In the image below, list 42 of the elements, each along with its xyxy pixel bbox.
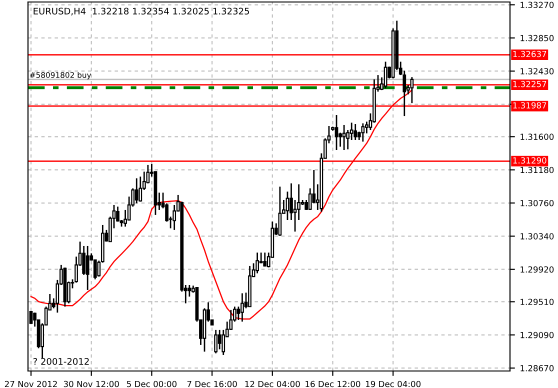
candlestick xyxy=(278,186,282,237)
candlestick xyxy=(286,190,290,221)
y-tick-label: 1.31180 xyxy=(520,166,554,174)
y-tick-label: 1.33270 xyxy=(520,2,554,8)
candlestick xyxy=(172,204,176,231)
candlestick xyxy=(93,259,97,280)
candlestick xyxy=(334,114,338,151)
y-tick-label: 1.30340 xyxy=(520,233,554,240)
candlestick xyxy=(240,292,244,322)
candlestick xyxy=(354,123,358,141)
y-tick-label: 1.29920 xyxy=(520,266,554,273)
y-tick-label: 1.29510 xyxy=(520,298,554,306)
candlestick xyxy=(188,284,192,298)
candlestick xyxy=(86,245,90,291)
candlestick xyxy=(138,176,142,202)
candlestick xyxy=(263,252,267,268)
y-tick-label: 1.31600 xyxy=(520,134,554,140)
candlestick xyxy=(134,178,138,204)
x-tick-label: 30 Nov 12:00 xyxy=(64,380,119,388)
x-tick-label: 5 Dec 00:00 xyxy=(126,380,177,388)
candlestick xyxy=(214,329,218,354)
ref-line-label: 1.31987 xyxy=(513,102,546,109)
x-tick-label: 16 Dec 12:00 xyxy=(306,380,360,388)
x-tick-label: 12 Dec 04:00 xyxy=(245,380,300,388)
annotation: ? 2001-2012 xyxy=(33,358,89,365)
x-tick-label: 19 Dec 04:00 xyxy=(366,380,421,388)
candlestick xyxy=(361,122,365,142)
x-tick-label: 7 Dec 16:00 xyxy=(187,380,237,388)
ref-line-label: 1.31290 xyxy=(513,157,546,164)
y-tick-label: 1.28670 xyxy=(520,365,554,372)
candlestick xyxy=(218,329,222,350)
ref-line-label: 1.32257 xyxy=(513,80,546,88)
text: EURUSD,H4 1.32218 1.32354 1.32025 1.32325 xyxy=(34,8,249,16)
x-tick-label: 27 Nov 2012 xyxy=(4,380,57,388)
y-tick-label: 1.29090 xyxy=(520,332,554,338)
candlestick xyxy=(256,252,259,274)
y-tick-label: 1.30760 xyxy=(520,200,554,206)
y-tick-label: 1.32430 xyxy=(520,68,554,74)
y-tick-label: 1.32850 xyxy=(520,34,554,42)
candlestick xyxy=(410,76,414,104)
ref-line-label: 1.32637 xyxy=(513,50,546,58)
candlestick xyxy=(222,329,226,356)
